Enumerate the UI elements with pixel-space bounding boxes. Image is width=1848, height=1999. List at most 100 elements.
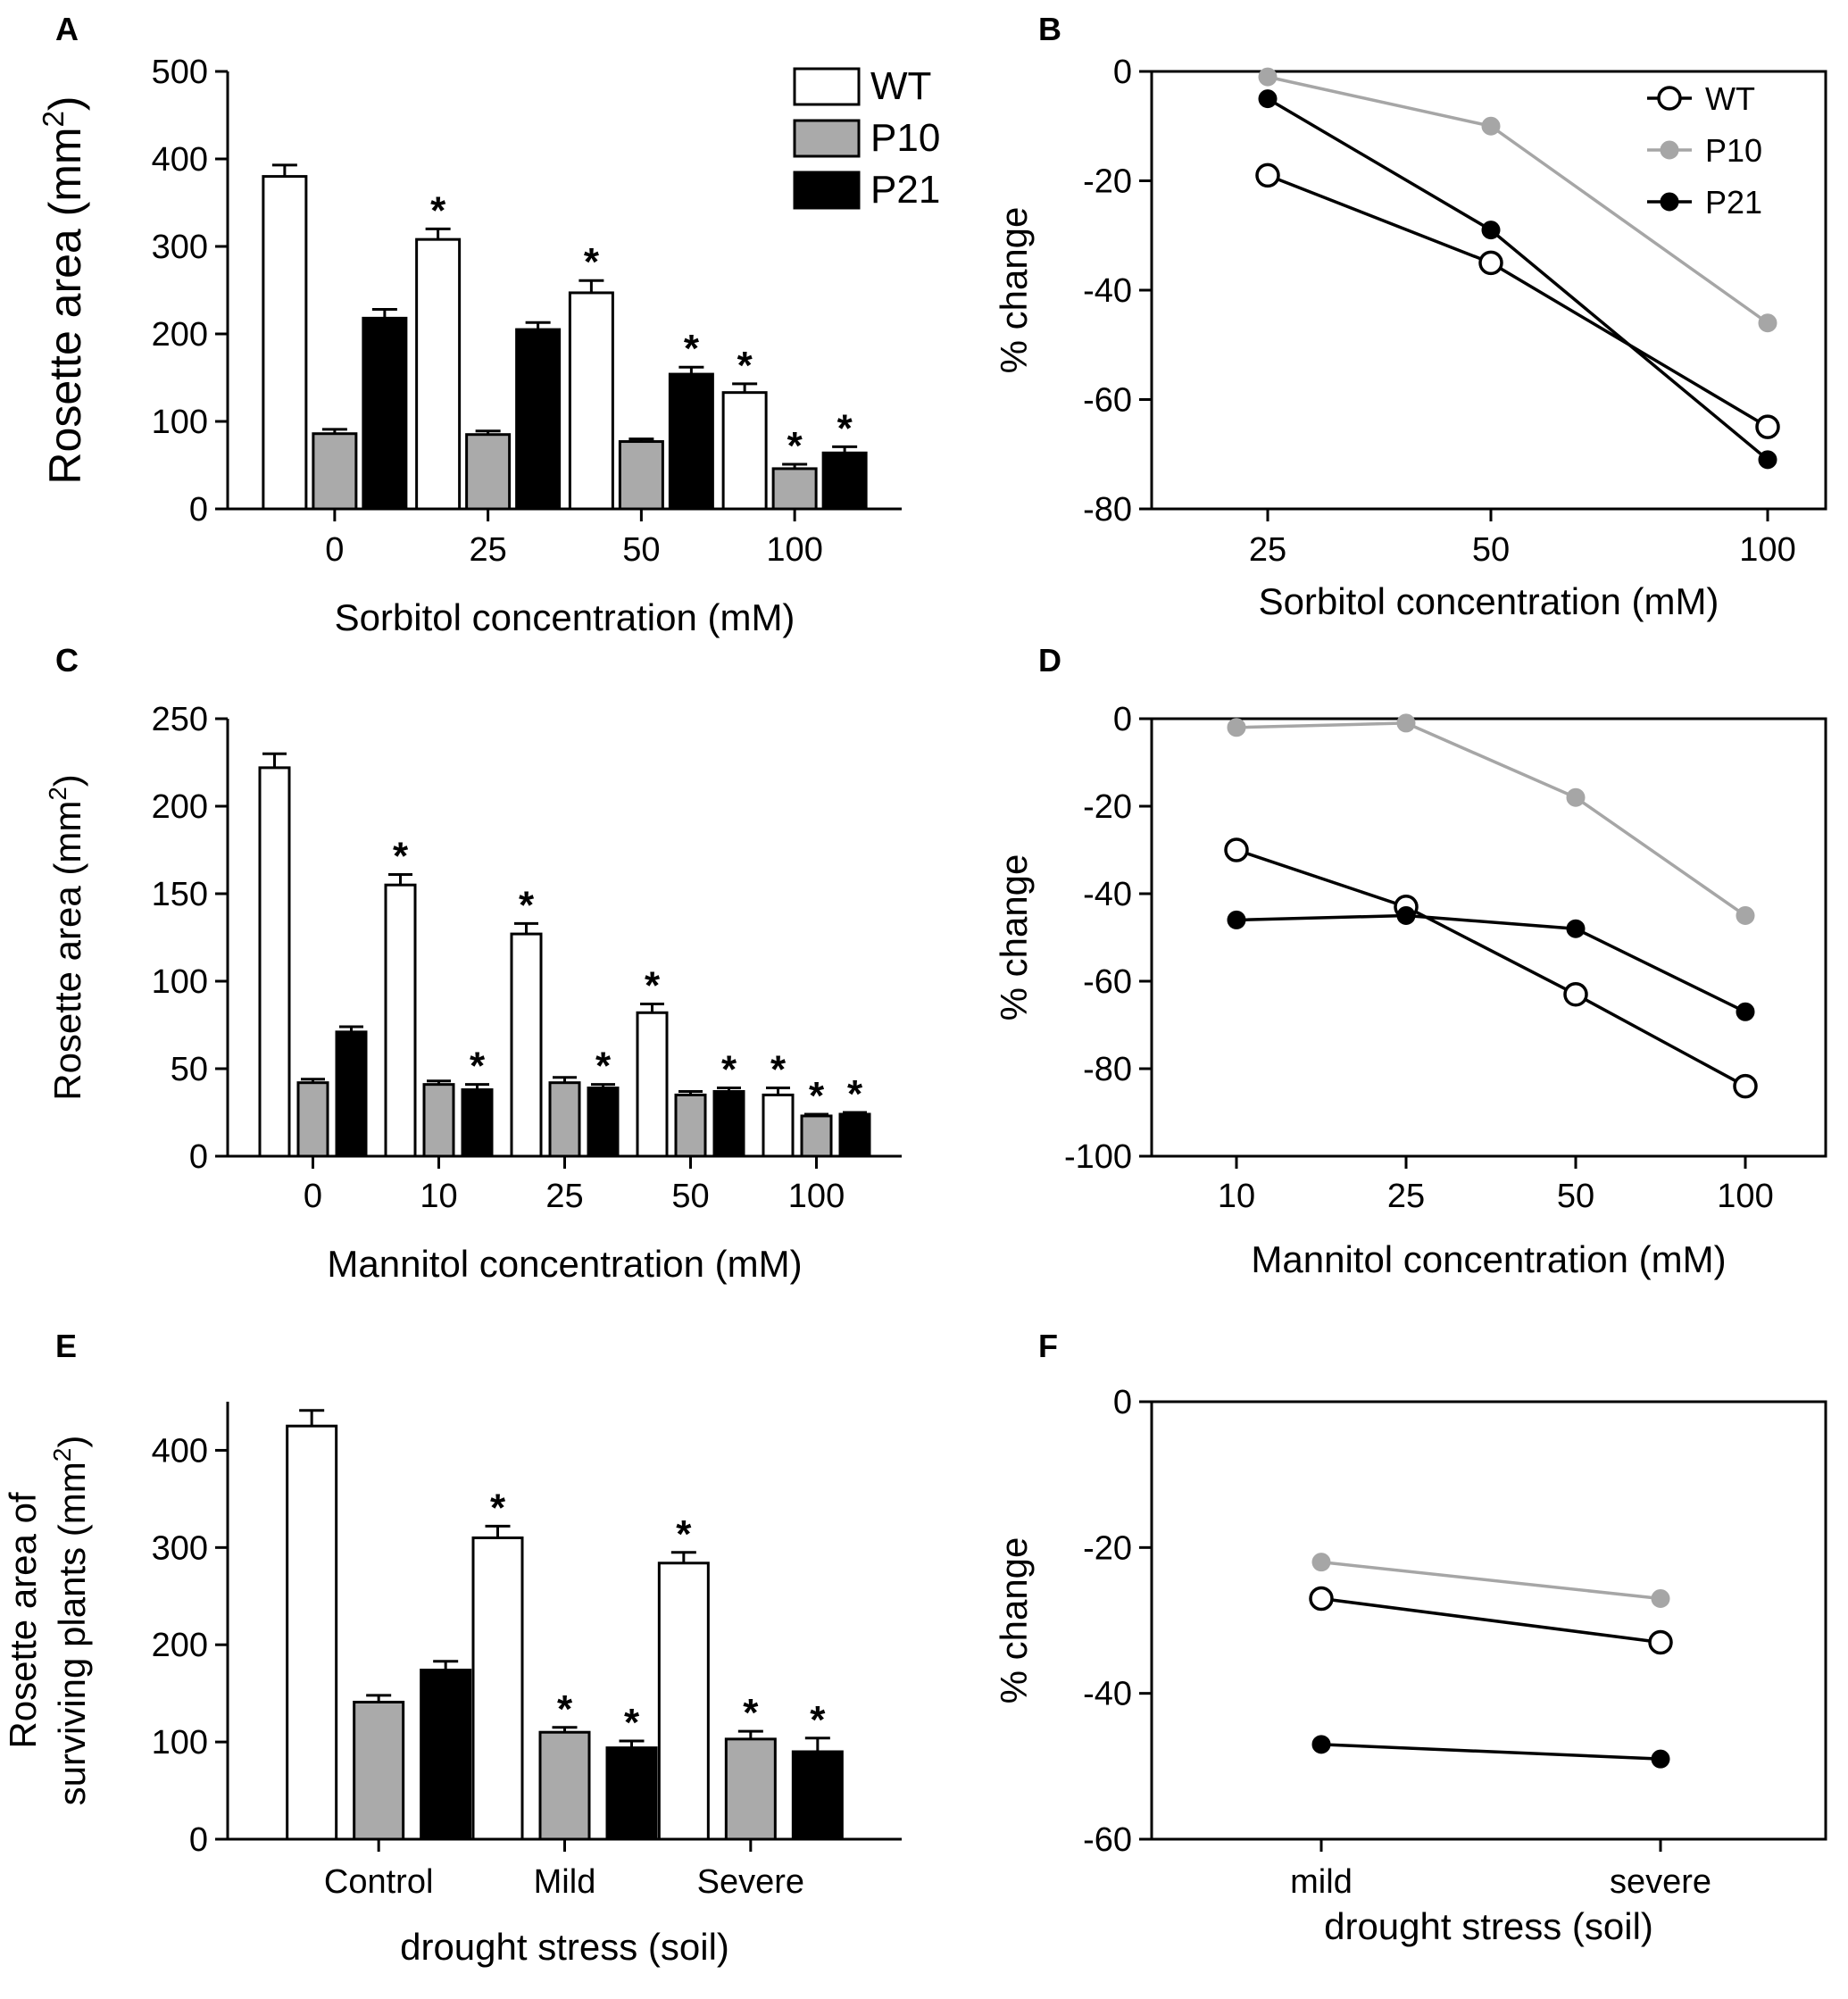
x-axis-label: Sorbitol concentration (mM) bbox=[335, 596, 795, 638]
plot-frame bbox=[1150, 717, 1827, 1158]
panel-letter: F bbox=[1038, 1328, 1058, 1364]
bar-wt bbox=[384, 883, 417, 1158]
legend-label: WT bbox=[870, 64, 931, 108]
bar-wt bbox=[510, 932, 543, 1158]
bar-p21 bbox=[668, 372, 714, 511]
y-axis-label-superscript: 2 bbox=[48, 1448, 76, 1462]
bar-p10 bbox=[538, 1730, 591, 1841]
y-tick-label: 100 bbox=[152, 1724, 208, 1762]
bar-p21 bbox=[712, 1089, 745, 1158]
bar-p10 bbox=[674, 1093, 707, 1158]
y-tick-label: 100 bbox=[152, 963, 208, 1001]
data-point-p21 bbox=[1566, 919, 1586, 938]
data-point-wt bbox=[1563, 981, 1588, 1007]
bar-wt bbox=[286, 1424, 338, 1841]
bar-p10 bbox=[465, 433, 512, 511]
y-tick-label: 200 bbox=[152, 1627, 208, 1664]
y-axis-label-text: ) bbox=[40, 96, 90, 111]
y-tick-label: 0 bbox=[189, 491, 208, 529]
y-tick-label: 150 bbox=[152, 876, 208, 913]
bar-p21 bbox=[791, 1750, 844, 1841]
legend-marker-p21 bbox=[1660, 192, 1679, 212]
data-point-wt bbox=[1648, 1629, 1673, 1655]
data-point-p21 bbox=[1227, 910, 1246, 929]
bar-p21 bbox=[461, 1088, 494, 1158]
x-axis-label: Mannitol concentration (mM) bbox=[327, 1243, 802, 1285]
bar-p21 bbox=[605, 1746, 658, 1841]
y-tick-label: 200 bbox=[152, 788, 208, 826]
panel-b: B 0 -20 -40 -60 -80 % change Sorbitol concentra… bbox=[993, 11, 1827, 622]
panel-letter: E bbox=[55, 1328, 77, 1364]
data-point-p10 bbox=[1227, 718, 1246, 737]
x-tick-label: 100 bbox=[1739, 531, 1795, 569]
y-axis-label-line1: Rosette area of bbox=[2, 1492, 44, 1749]
panel-letter: B bbox=[1038, 11, 1061, 47]
data-point-p21 bbox=[1311, 1735, 1331, 1754]
y-tick-label: -20 bbox=[1083, 1529, 1132, 1567]
bar-wt bbox=[636, 1011, 669, 1158]
bar-p21 bbox=[821, 451, 868, 511]
legend-swatch-p21 bbox=[793, 171, 861, 210]
y-axis-label-superscript: 2 bbox=[44, 787, 71, 800]
x-tick-label: 25 bbox=[545, 1178, 583, 1215]
bar-wt bbox=[568, 291, 614, 511]
bar-p10 bbox=[422, 1083, 455, 1158]
data-point-p21 bbox=[1736, 1002, 1755, 1021]
x-axis-label: drought stress (soil) bbox=[1324, 1905, 1653, 1947]
significance-mark: * bbox=[595, 1045, 612, 1088]
x-tick-label: 100 bbox=[766, 531, 822, 569]
bar-p10 bbox=[353, 1700, 405, 1841]
bar-wt bbox=[762, 1093, 795, 1158]
y-tick-label: 300 bbox=[152, 229, 208, 266]
x-tick-label: 10 bbox=[420, 1178, 457, 1215]
bar-p21 bbox=[362, 316, 408, 511]
data-point-p21 bbox=[1396, 906, 1416, 925]
significance-mark: * bbox=[624, 1701, 640, 1745]
y-axis-label-text: ) bbox=[51, 1436, 93, 1448]
data-point-wt bbox=[1733, 1073, 1758, 1099]
panel-letter: C bbox=[55, 642, 79, 679]
legend: WT P10 P21 bbox=[1647, 80, 1762, 221]
data-point-p10 bbox=[1758, 313, 1777, 333]
significance-mark: * bbox=[470, 1045, 486, 1088]
y-tick-label: -20 bbox=[1083, 788, 1132, 826]
y-tick-label: 400 bbox=[152, 1432, 208, 1470]
bar-p21 bbox=[420, 1669, 472, 1841]
significance-mark: * bbox=[430, 188, 446, 232]
significance-mark: * bbox=[490, 1486, 506, 1529]
significance-mark: * bbox=[847, 1072, 863, 1116]
bar-p21 bbox=[515, 328, 562, 511]
x-tick-label: Severe bbox=[697, 1863, 804, 1901]
y-tick-label: 500 bbox=[152, 54, 208, 91]
y-axis-label-line2: surviving plants (mm2) bbox=[48, 1436, 93, 1806]
x-tick-label: 50 bbox=[1472, 531, 1510, 569]
data-point-p10 bbox=[1481, 116, 1501, 136]
data-point-p10 bbox=[1396, 713, 1416, 733]
y-tick-label: 300 bbox=[152, 1529, 208, 1567]
legend-marker-wt bbox=[1657, 86, 1682, 111]
x-tick-label: Control bbox=[324, 1863, 434, 1901]
significance-mark: * bbox=[645, 963, 661, 1007]
x-tick-label: Mild bbox=[534, 1863, 596, 1901]
bar-wt bbox=[721, 391, 768, 511]
series-line-wt bbox=[1320, 1596, 1661, 1645]
bar-p10 bbox=[296, 1081, 329, 1158]
y-tick-label: -40 bbox=[1083, 1676, 1132, 1713]
x-axis-label: drought stress (soil) bbox=[400, 1926, 729, 1968]
bar-p10 bbox=[800, 1114, 833, 1158]
series-line-p10 bbox=[1267, 75, 1769, 325]
legend-label: P21 bbox=[870, 168, 940, 212]
legend-swatch-wt bbox=[793, 67, 861, 106]
x-tick-label: 25 bbox=[469, 531, 506, 569]
legend-label: P21 bbox=[1705, 184, 1762, 221]
significance-mark: * bbox=[737, 344, 753, 387]
x-tick-label: 25 bbox=[1387, 1178, 1425, 1215]
x-tick-label: 10 bbox=[1218, 1178, 1255, 1215]
bar-p21 bbox=[838, 1112, 871, 1158]
data-point-p10 bbox=[1651, 1589, 1670, 1608]
bar-p10 bbox=[548, 1081, 581, 1158]
legend-label: P10 bbox=[870, 116, 940, 160]
x-tick-label: severe bbox=[1610, 1863, 1711, 1901]
y-axis-label: Rosette area (mm2) bbox=[44, 774, 88, 1101]
